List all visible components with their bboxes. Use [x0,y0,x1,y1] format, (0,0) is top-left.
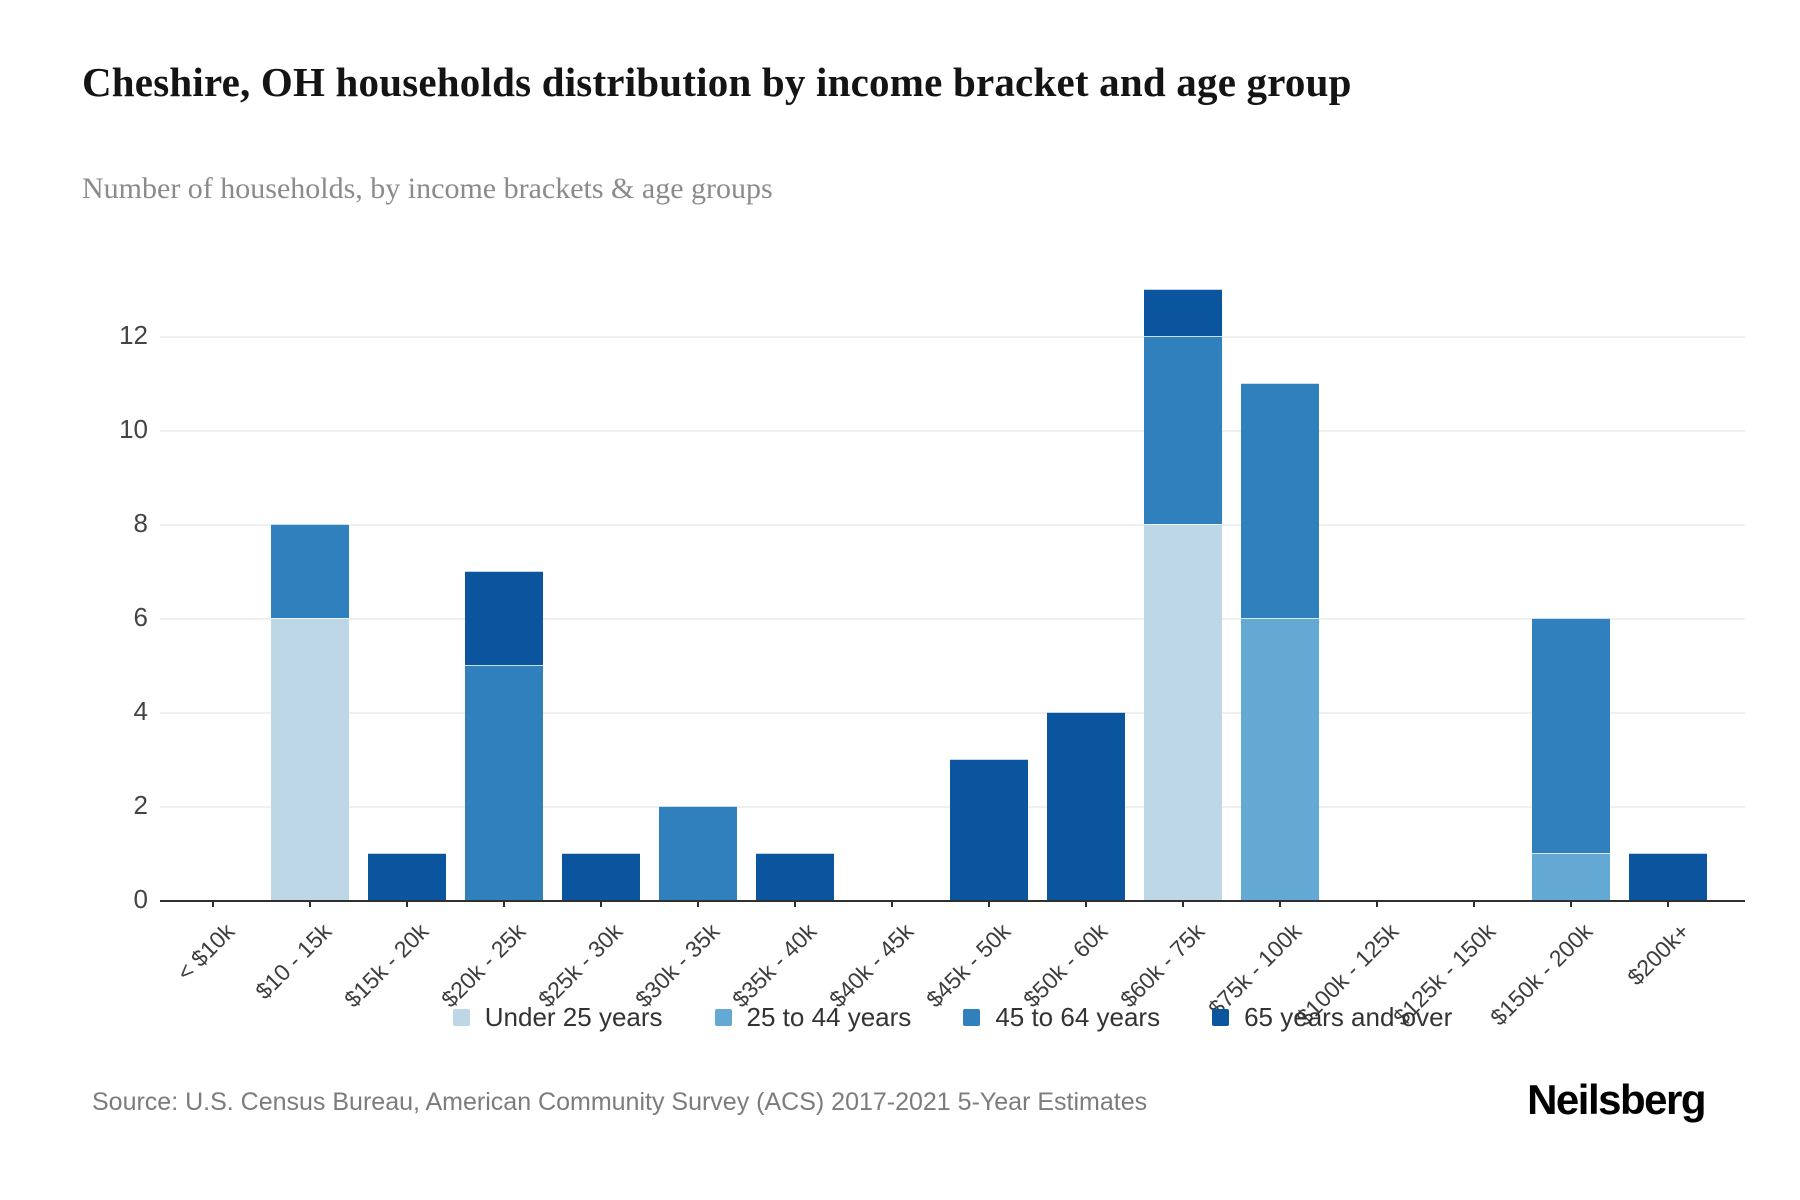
x-tick-mark [1279,900,1281,907]
y-tick-label-10: 10 [119,414,148,444]
y-tick-label-2: 2 [133,790,148,820]
bar-segment-45-to-64-years[interactable] [659,806,737,900]
gridline-y-10 [160,430,1745,432]
bar-segment-45-to-64-years[interactable] [1144,336,1222,524]
bar-segment-65-years-and-over[interactable] [950,759,1028,900]
x-tick-mark [406,900,408,907]
gridline-y-8 [160,524,1745,526]
x-tick-mark [891,900,893,907]
x-tick-mark [309,900,311,907]
bar-segment-65-years-and-over[interactable] [562,853,640,900]
source-note: Source: U.S. Census Bureau, American Com… [92,1088,1148,1116]
bar-segment-65-years-and-over[interactable] [756,853,834,900]
legend-item-25-to-44-years[interactable]: 25 to 44 years [714,1002,912,1033]
bar-segment-45-to-64-years[interactable] [465,665,543,900]
x-axis-line [160,900,1745,902]
bar-segment-45-to-64-years[interactable] [271,524,349,618]
legend-swatch-icon [714,1009,732,1026]
legend-item-45-to-64-years[interactable]: 45 to 64 years [963,1002,1160,1033]
x-tick-mark [1667,900,1669,907]
x-tick-mark [1570,900,1572,907]
legend-swatch-icon [452,1009,470,1026]
x-tick-mark [988,900,990,907]
y-tick-label-6: 6 [133,602,148,632]
bar-segment-under-25-years[interactable] [1144,524,1222,900]
bar-segment-25-to-44-years[interactable] [1241,618,1319,900]
x-tick-mark [600,900,602,907]
x-tick-mark [1182,900,1184,907]
y-tick-label-0: 0 [133,884,148,914]
legend-swatch-icon [963,1009,981,1026]
bar-segment-45-to-64-years[interactable] [1241,383,1319,618]
legend-label: 65 years and over [1244,1002,1453,1032]
chart-title: Cheshire, OH households distribution by … [82,59,1352,105]
legend-item-65-years-and-over[interactable]: 65 years and over [1212,1002,1452,1033]
legend-item-under-25-years[interactable]: Under 25 years [452,1002,663,1033]
legend-swatch-icon [1212,1009,1230,1026]
legend-label: Under 25 years [484,1002,663,1032]
brand-logo: Neilsberg [1527,1076,1706,1123]
legend-label: 25 to 44 years [746,1002,912,1032]
gridline-y-6 [160,618,1745,620]
legend: Under 25 years 25 to 44 years 45 to 64 yea… [160,1002,1745,1033]
x-tick-mark [503,900,505,907]
legend-label: 45 to 64 years [995,1002,1161,1032]
bar-segment-65-years-and-over[interactable] [1629,853,1707,900]
bar-segment-65-years-and-over[interactable] [465,571,543,665]
bar-segment-65-years-and-over[interactable] [1144,289,1222,336]
x-tick-mark [794,900,796,907]
x-tick-mark [212,900,214,907]
bar-segment-under-25-years[interactable] [271,618,349,900]
y-tick-label-12: 12 [119,320,148,350]
gridline-y-4 [160,712,1745,714]
bar-segment-25-to-44-years[interactable] [1532,853,1610,900]
y-tick-label-4: 4 [133,696,148,726]
chart-subtitle: Number of households, by income brackets… [82,172,773,205]
bar-segment-65-years-and-over[interactable] [1047,712,1125,900]
bar-segment-65-years-and-over[interactable] [368,853,446,900]
bar-segment-45-to-64-years[interactable] [1532,618,1610,853]
x-tick-mark [1376,900,1378,907]
gridline-y-12 [160,336,1745,338]
y-tick-label-8: 8 [133,508,148,538]
x-tick-mark [1085,900,1087,907]
x-tick-mark [697,900,699,907]
x-tick-mark [1473,900,1475,907]
